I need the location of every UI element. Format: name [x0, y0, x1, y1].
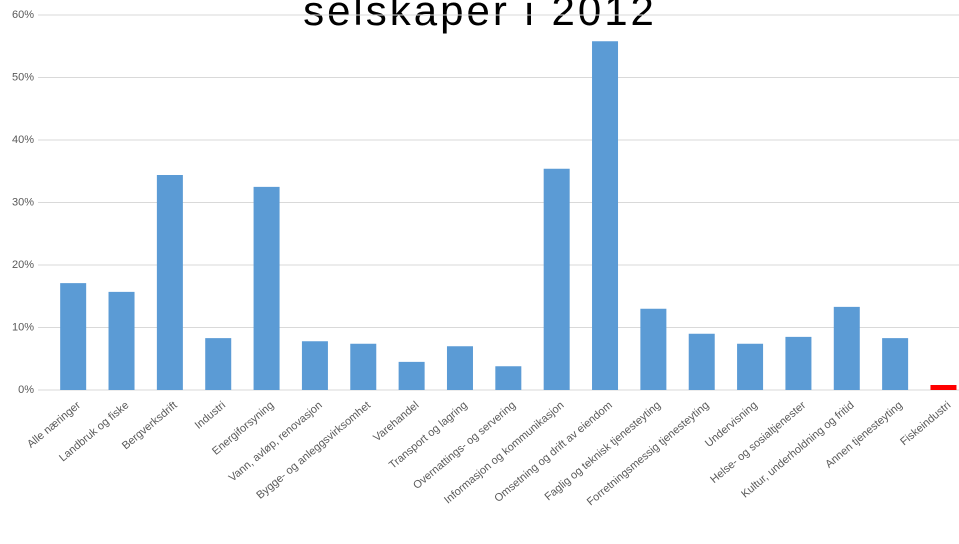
x-tick-label: Varehandel: [371, 399, 421, 444]
y-tick-label: 30%: [12, 196, 34, 208]
bar: [301, 341, 328, 390]
bar: [930, 385, 957, 390]
y-tick-label: 0%: [18, 384, 34, 396]
bar: [640, 308, 667, 390]
bar: [543, 168, 570, 390]
chart-title: selskaper i 2012: [303, 0, 657, 34]
bar: [60, 283, 87, 390]
bar: [833, 306, 860, 390]
bar: [785, 336, 812, 390]
bar: [882, 338, 909, 390]
bar: [688, 333, 715, 390]
bar: [398, 361, 425, 390]
bar: [205, 338, 232, 390]
bar: [350, 343, 377, 390]
bar: [108, 291, 135, 390]
y-tick-label: 60%: [12, 9, 34, 21]
bar: [253, 186, 280, 390]
bar: [592, 41, 619, 390]
x-tick-label: Fiskeindustri: [898, 399, 953, 448]
bar: [446, 346, 473, 390]
bar: [495, 366, 522, 390]
bar: [156, 175, 183, 390]
x-tick-label: Vann, avløp, renovasjon: [227, 399, 325, 484]
x-tick-label: Helse- og sosialtjenester: [708, 399, 808, 486]
y-tick-label: 40%: [12, 134, 34, 146]
y-tick-label: 20%: [12, 259, 34, 271]
x-tick-label: Industri: [193, 399, 228, 431]
y-tick-label: 50%: [12, 71, 34, 83]
bar: [737, 343, 764, 390]
y-tick-label: 10%: [12, 321, 34, 333]
